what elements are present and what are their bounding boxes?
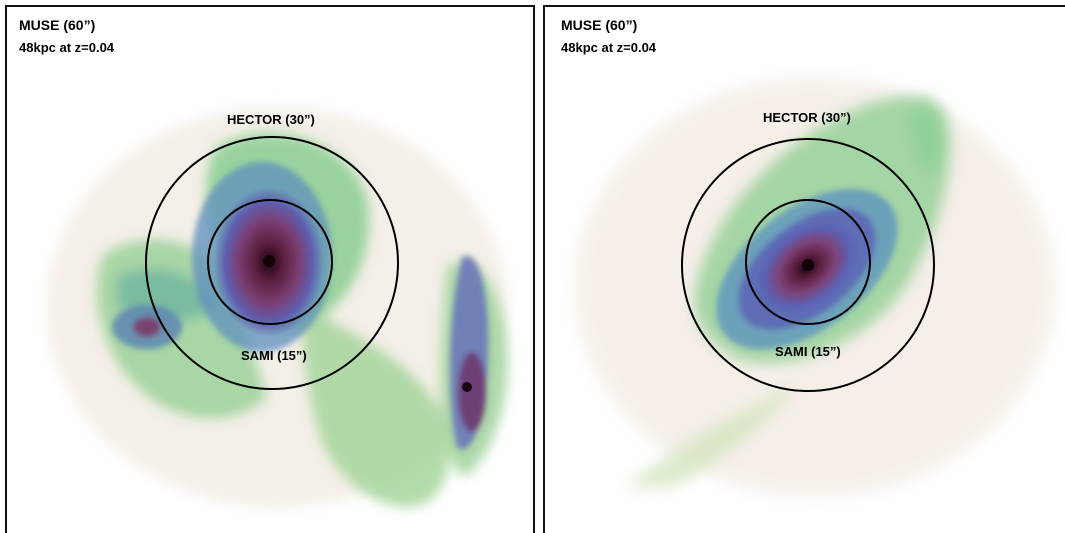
sami-label: SAMI (15”) bbox=[241, 348, 307, 363]
sami-aperture-right bbox=[745, 199, 871, 325]
right-nucleus bbox=[802, 259, 814, 271]
right-panel: MUSE (60”) 48kpc at z=0.04 HECTOR (30”) … bbox=[543, 5, 1065, 533]
sami-label-right: SAMI (15”) bbox=[775, 344, 841, 359]
muse-label-right: MUSE (60”) bbox=[561, 17, 638, 33]
scale-label-right: 48kpc at z=0.04 bbox=[561, 40, 657, 55]
left-galaxy-image bbox=[47, 107, 508, 507]
hector-aperture-right bbox=[681, 138, 935, 392]
scale-label: 48kpc at z=0.04 bbox=[19, 40, 115, 55]
left-nucleus bbox=[263, 255, 275, 267]
left-companion-nucleus bbox=[462, 382, 472, 392]
muse-label: MUSE (60”) bbox=[19, 17, 96, 33]
right-galaxy-image bbox=[575, 77, 1055, 497]
hector-label: HECTOR (30”) bbox=[227, 112, 315, 127]
hector-aperture-left bbox=[145, 136, 399, 390]
sami-aperture-left bbox=[207, 199, 333, 325]
left-panel: MUSE (60”) 48kpc at z=0.04 HECTOR (30”) … bbox=[5, 5, 535, 533]
hector-label-right: HECTOR (30”) bbox=[763, 110, 851, 125]
